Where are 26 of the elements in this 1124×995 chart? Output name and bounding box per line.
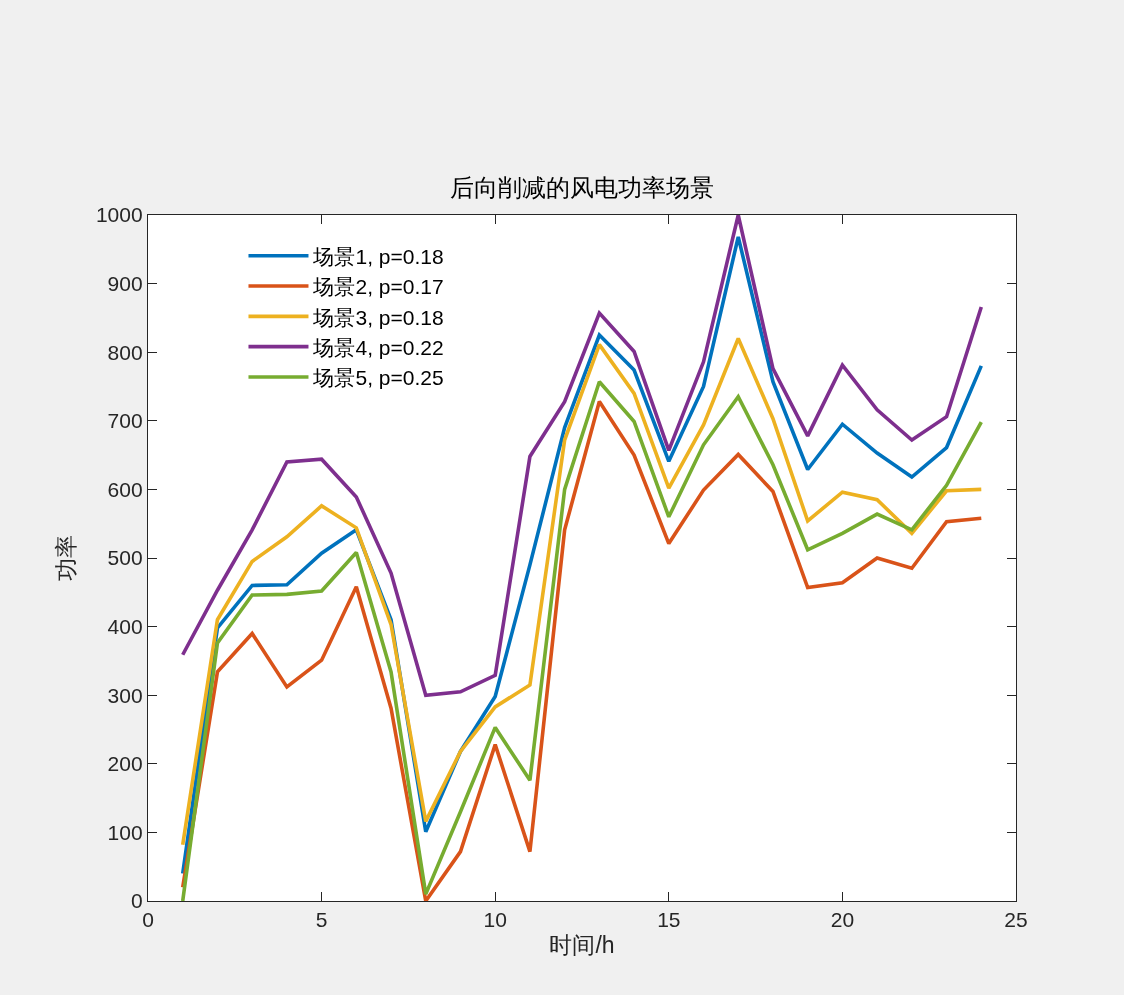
line-series <box>180 336 984 847</box>
y-tick-label: 800 <box>107 340 143 364</box>
y-tick-label: 200 <box>107 752 143 776</box>
line-series <box>180 215 984 697</box>
legend-label: 场景2, p=0.17 <box>312 275 444 299</box>
legend-label: 场景1, p=0.18 <box>312 244 444 268</box>
x-tick-label: 10 <box>483 908 507 932</box>
y-tick-label: 300 <box>107 683 143 707</box>
legend-label: 场景4, p=0.22 <box>312 335 444 359</box>
x-axis-title: 时间/h <box>549 931 615 958</box>
y-tick-label: 600 <box>107 477 143 501</box>
y-axis-title: 功率 <box>53 535 80 581</box>
x-tick-label: 5 <box>315 908 328 932</box>
x-tick-label: 20 <box>830 908 855 932</box>
y-tick-label: 0 <box>130 889 143 913</box>
x-tick-label: 25 <box>1004 908 1028 932</box>
y-tick-label: 700 <box>107 409 143 433</box>
x-tick-label: 15 <box>657 908 681 932</box>
y-tick-label: 500 <box>107 546 143 570</box>
y-tick-label: 400 <box>107 614 143 638</box>
y-tick-label: 100 <box>107 820 143 844</box>
y-tick-label: 1000 <box>95 203 143 227</box>
chart-title: 后向削减的风电功率场景 <box>450 175 714 201</box>
legend-label: 场景3, p=0.18 <box>312 305 444 329</box>
y-tick-label: 900 <box>107 271 143 295</box>
legend-label: 场景5, p=0.25 <box>312 366 444 390</box>
